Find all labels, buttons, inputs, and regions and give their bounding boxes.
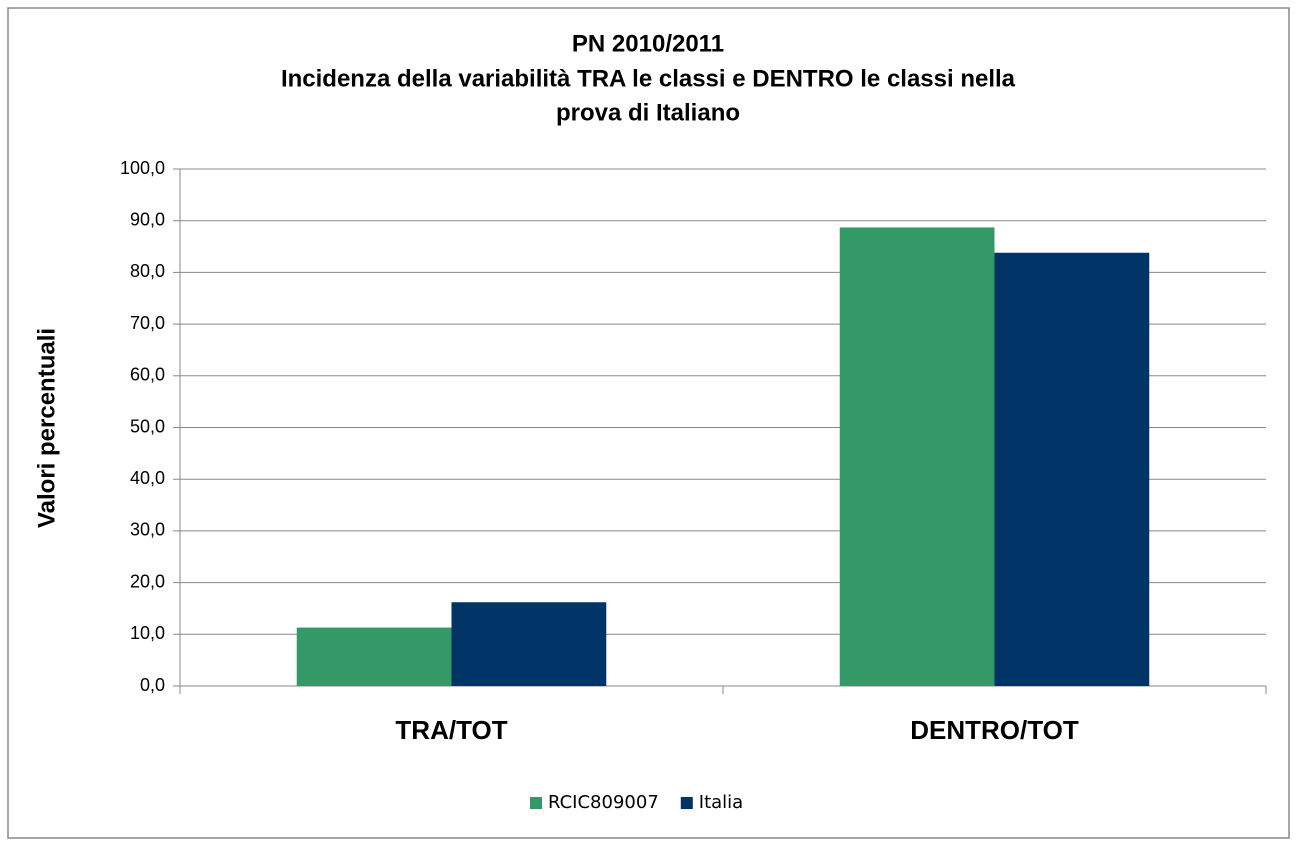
y-tick-label: 100,0 (120, 158, 165, 178)
legend-label: Italia (699, 792, 743, 813)
bar (839, 227, 995, 686)
chart-title: Incidenza della variabilità TRA le class… (281, 65, 1016, 92)
y-tick-label: 10,0 (130, 623, 165, 643)
y-axis-title: Valori percentuali (33, 328, 60, 528)
x-tick-label: TRA/TOT (395, 715, 507, 745)
x-tick-label: DENTRO/TOT (910, 715, 1079, 745)
y-tick-label: 20,0 (130, 571, 165, 591)
y-tick-label: 30,0 (130, 520, 165, 540)
y-tick-label: 60,0 (130, 365, 165, 385)
legend-label: RCIC809007 (548, 792, 659, 813)
y-tick-label: 50,0 (130, 416, 165, 436)
y-tick-label: 80,0 (130, 261, 165, 281)
bar (296, 627, 452, 686)
bar (451, 602, 607, 686)
chart-title: PN 2010/2011 (572, 30, 724, 57)
legend-swatch (530, 797, 542, 809)
chart-title: prova di Italiano (556, 99, 740, 126)
y-tick-label: 90,0 (130, 209, 165, 229)
y-tick-label: 40,0 (130, 468, 165, 488)
y-tick-label: 70,0 (130, 313, 165, 333)
y-tick-label: 0,0 (140, 675, 165, 695)
bar (994, 252, 1150, 686)
legend-swatch (680, 797, 693, 809)
